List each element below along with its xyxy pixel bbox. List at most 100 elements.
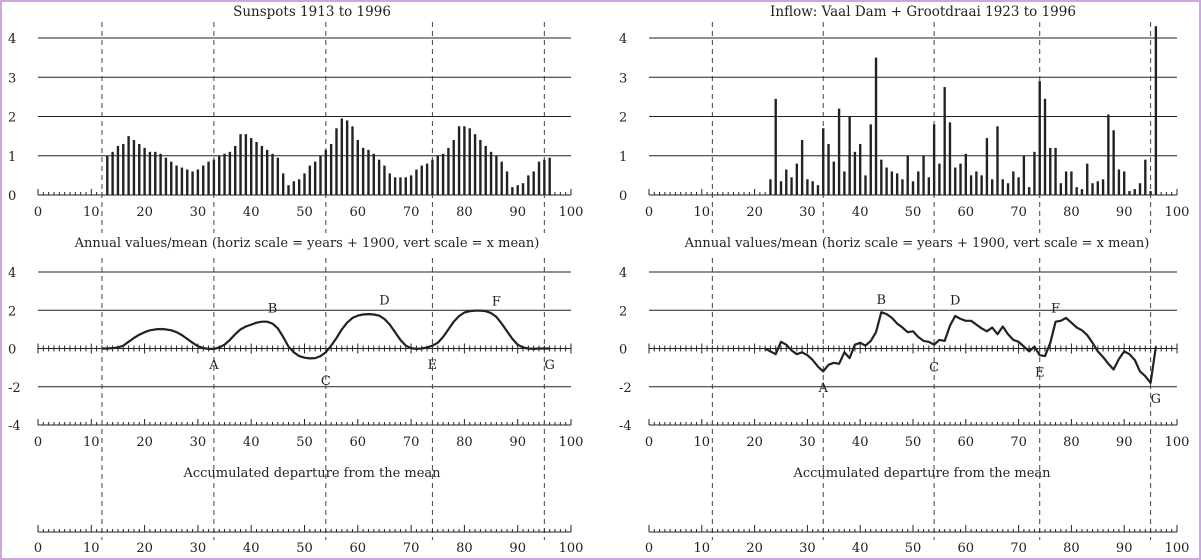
- x-tick-label: 30: [799, 435, 816, 450]
- cycle-point-label: B: [877, 293, 887, 308]
- y-tick-label: 0: [8, 343, 16, 358]
- bar: [980, 175, 983, 195]
- bar: [991, 179, 994, 195]
- x-tick-label: 60: [958, 205, 975, 220]
- bar: [175, 165, 178, 195]
- bar: [1054, 147, 1057, 195]
- x-tick-label: 100: [1165, 435, 1190, 450]
- bar: [132, 140, 136, 195]
- bar: [1001, 179, 1004, 195]
- bar: [463, 126, 466, 195]
- cycle-point-label: A: [818, 381, 829, 396]
- bar: [1033, 151, 1036, 195]
- x-tick-label: 100: [559, 205, 584, 220]
- x-tick-label: 70: [1010, 435, 1027, 450]
- bar: [1144, 159, 1147, 195]
- bar: [1038, 81, 1041, 195]
- bar: [1027, 187, 1031, 195]
- ruler-tick-label: 100: [1165, 541, 1190, 556]
- bar: [260, 145, 264, 195]
- x-tick-label: 90: [509, 435, 526, 450]
- x-tick-label: 0: [34, 435, 42, 450]
- x-tick-label: 40: [852, 435, 869, 450]
- x-tick-label: 20: [746, 205, 763, 220]
- bar: [1086, 163, 1089, 195]
- y-tick-label: 4: [619, 266, 627, 281]
- x-tick-label: 70: [1010, 205, 1027, 220]
- bar: [906, 155, 909, 195]
- inflow-title: Inflow: Vaal Dam + Grootdraai 1923 to 19…: [770, 4, 1076, 20]
- bar: [1012, 171, 1015, 195]
- bar: [822, 128, 825, 195]
- bar: [367, 149, 370, 195]
- y-tick-label: -4: [619, 419, 632, 434]
- y-tick-label: 4: [8, 32, 16, 47]
- bar: [372, 153, 375, 195]
- bar: [239, 134, 242, 195]
- x-tick-label: 100: [559, 435, 584, 450]
- bar: [837, 108, 841, 195]
- bar: [1017, 177, 1020, 195]
- bar: [388, 173, 391, 195]
- bar: [292, 181, 296, 195]
- bar: [473, 134, 477, 195]
- x-tick-label: 100: [1165, 205, 1190, 220]
- ruler-tick-label: 80: [1063, 541, 1080, 556]
- series-line: [764, 311, 1157, 384]
- ruler-tick-label: 10: [694, 541, 711, 556]
- bar: [1107, 114, 1110, 195]
- bar: [1117, 169, 1121, 195]
- bar: [404, 177, 407, 195]
- bar: [1154, 26, 1158, 195]
- bar: [345, 120, 349, 195]
- x-tick-label: 30: [799, 205, 816, 220]
- bar: [361, 147, 365, 195]
- bar: [447, 147, 450, 195]
- bar: [1043, 98, 1047, 195]
- bar: [234, 145, 237, 195]
- x-tick-label: 80: [1063, 205, 1080, 220]
- bar: [143, 147, 146, 195]
- left-bottom-year-axis: 0 10 20 30 40 50 60 70 80 90 100: [34, 525, 583, 556]
- bar: [859, 143, 862, 195]
- x-tick-label: 30: [190, 435, 207, 450]
- bar: [111, 151, 114, 195]
- y-tick-label: 3: [8, 71, 16, 86]
- ruler-tick-label: 10: [83, 541, 100, 556]
- bar: [383, 165, 386, 195]
- bar: [324, 149, 328, 195]
- ruler-tick-label: 50: [296, 541, 313, 556]
- cycle-point-label: E: [1035, 365, 1045, 380]
- ruler-tick-label: 20: [136, 541, 153, 556]
- bar: [795, 163, 799, 195]
- bar: [922, 155, 925, 195]
- x-tick-label: 0: [645, 205, 653, 220]
- bar: [816, 185, 820, 195]
- cycle-point-label: G: [544, 358, 554, 373]
- bar: [521, 183, 525, 195]
- cycle-point-label: C: [929, 361, 939, 376]
- x-tick-label: 60: [350, 205, 367, 220]
- bar: [811, 181, 814, 195]
- x-tick-label: 80: [456, 435, 473, 450]
- bar: [335, 128, 338, 195]
- bar: [832, 161, 835, 195]
- ruler-tick-label: 0: [34, 541, 42, 556]
- x-tick-label: 90: [1116, 435, 1133, 450]
- y-tick-label: 4: [619, 32, 627, 47]
- bar: [457, 126, 461, 195]
- bar: [895, 173, 899, 195]
- x-tick-label: 10: [694, 435, 711, 450]
- bar: [441, 153, 445, 195]
- ruler-tick-label: 0: [645, 541, 653, 556]
- bar: [959, 163, 962, 195]
- x-tick-label: 10: [694, 205, 711, 220]
- bar: [329, 143, 333, 195]
- bar: [505, 171, 509, 195]
- bar: [785, 169, 788, 195]
- y-tick-label: -2: [619, 381, 632, 396]
- bar: [340, 118, 344, 195]
- bar: [431, 159, 434, 195]
- cycle-point-label: A: [208, 358, 219, 373]
- x-tick-label: 10: [83, 205, 100, 220]
